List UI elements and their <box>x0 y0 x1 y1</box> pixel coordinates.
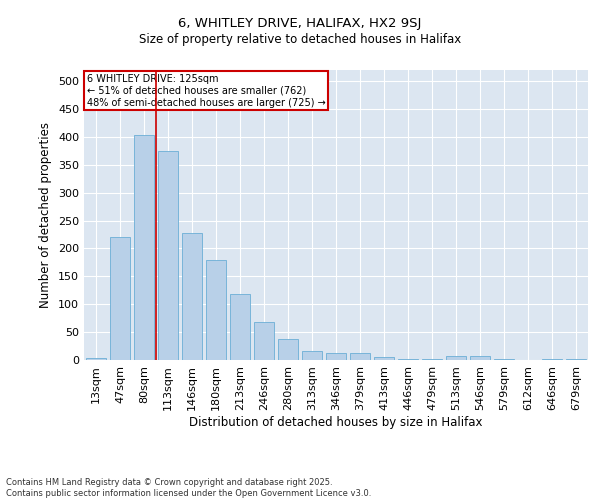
Bar <box>206 260 226 360</box>
Bar <box>230 294 250 360</box>
Bar <box>254 322 274 360</box>
Text: 6 WHITLEY DRIVE: 125sqm
← 51% of detached houses are smaller (762)
48% of semi-d: 6 WHITLEY DRIVE: 125sqm ← 51% of detache… <box>86 74 325 108</box>
Bar <box>446 356 466 360</box>
X-axis label: Distribution of detached houses by size in Halifax: Distribution of detached houses by size … <box>189 416 483 428</box>
Text: Size of property relative to detached houses in Halifax: Size of property relative to detached ho… <box>139 32 461 46</box>
Bar <box>350 354 370 360</box>
Text: Contains HM Land Registry data © Crown copyright and database right 2025.
Contai: Contains HM Land Registry data © Crown c… <box>6 478 371 498</box>
Bar <box>158 151 178 360</box>
Bar <box>398 359 418 360</box>
Bar <box>182 233 202 360</box>
Bar <box>470 356 490 360</box>
Bar <box>134 135 154 360</box>
Bar <box>110 238 130 360</box>
Text: 6, WHITLEY DRIVE, HALIFAX, HX2 9SJ: 6, WHITLEY DRIVE, HALIFAX, HX2 9SJ <box>178 18 422 30</box>
Bar <box>278 339 298 360</box>
Bar <box>326 353 346 360</box>
Bar <box>374 356 394 360</box>
Bar <box>302 350 322 360</box>
Y-axis label: Number of detached properties: Number of detached properties <box>40 122 52 308</box>
Bar <box>86 358 106 360</box>
